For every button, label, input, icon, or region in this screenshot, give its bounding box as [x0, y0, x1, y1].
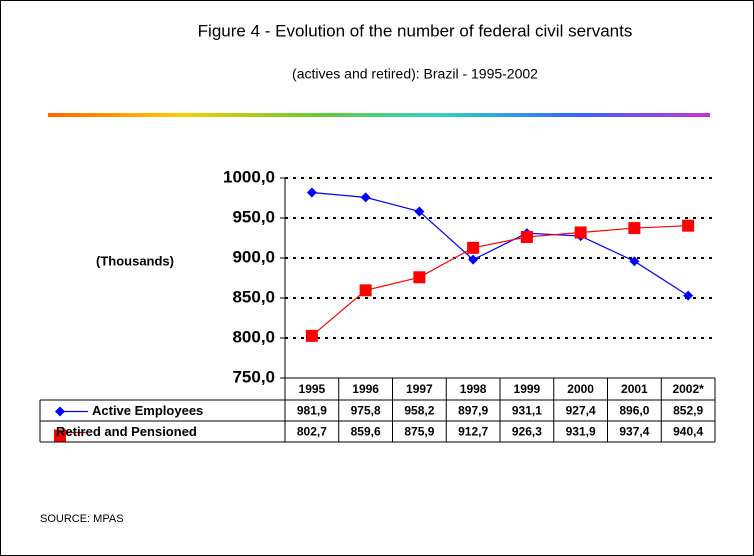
data-point	[468, 254, 479, 265]
table-value: 926,3	[512, 425, 542, 439]
x-tick-label: 1997	[406, 382, 433, 396]
series-line	[311, 191, 689, 297]
table-value: 875,9	[404, 425, 434, 439]
table-value: 931,9	[566, 425, 596, 439]
legend-label: Retired and Pensioned	[56, 424, 197, 439]
data-point	[413, 271, 426, 284]
data-point	[682, 219, 695, 232]
table-value: 852,9	[673, 404, 703, 418]
data-point	[55, 406, 65, 417]
table-value: 958,2	[404, 404, 434, 418]
x-tick-label: 1999	[514, 382, 541, 396]
table-value: 981,9	[297, 404, 327, 418]
table-value: 802,7	[297, 425, 327, 439]
series-line	[311, 225, 689, 337]
y-tick-label: 900,0	[232, 247, 275, 266]
table-value: 912,7	[458, 425, 488, 439]
data-point	[54, 429, 66, 442]
y-tick-label: 800,0	[232, 327, 275, 346]
data-point	[414, 206, 425, 217]
table-value: 859,6	[351, 425, 381, 439]
table-value: 897,9	[458, 404, 488, 418]
chart-subtitle: (actives and retired): Brazil - 1995-200…	[292, 66, 538, 82]
table-value: 940,4	[673, 425, 703, 439]
y-tick-label: 1000,0	[223, 167, 275, 186]
x-tick-label: 2000	[567, 382, 594, 396]
table-value: 975,8	[351, 404, 381, 418]
y-axis-label: (Thousands)	[96, 253, 174, 268]
y-tick-label: 850,0	[232, 287, 275, 306]
table-value: 931,1	[512, 404, 542, 418]
x-tick-label: 2002*	[672, 382, 704, 396]
data-point	[306, 187, 317, 198]
table-value: 937,4	[619, 425, 649, 439]
data-point	[360, 192, 371, 203]
y-tick-label: 950,0	[232, 207, 275, 226]
y-tick-label: 750,0	[232, 367, 275, 386]
x-tick-label: 1996	[352, 382, 379, 396]
source-note: SOURCE: MPAS	[40, 513, 124, 525]
chart-title: Figure 4 - Evolution of the number of fe…	[198, 21, 633, 40]
data-point	[628, 222, 641, 235]
x-tick-label: 1998	[460, 382, 487, 396]
data-point	[305, 329, 318, 342]
data-point	[683, 290, 694, 301]
table-value: 896,0	[619, 404, 649, 418]
x-tick-label: 2001	[621, 382, 648, 396]
legend-label: Active Employees	[92, 403, 203, 418]
data-point	[520, 230, 533, 243]
x-tick-label: 1995	[299, 382, 326, 396]
table-value: 927,4	[566, 404, 596, 418]
data-point	[629, 256, 640, 267]
data-point	[467, 241, 480, 254]
data-point	[359, 284, 372, 297]
data-point	[574, 226, 587, 239]
rainbow-rule	[48, 113, 710, 117]
